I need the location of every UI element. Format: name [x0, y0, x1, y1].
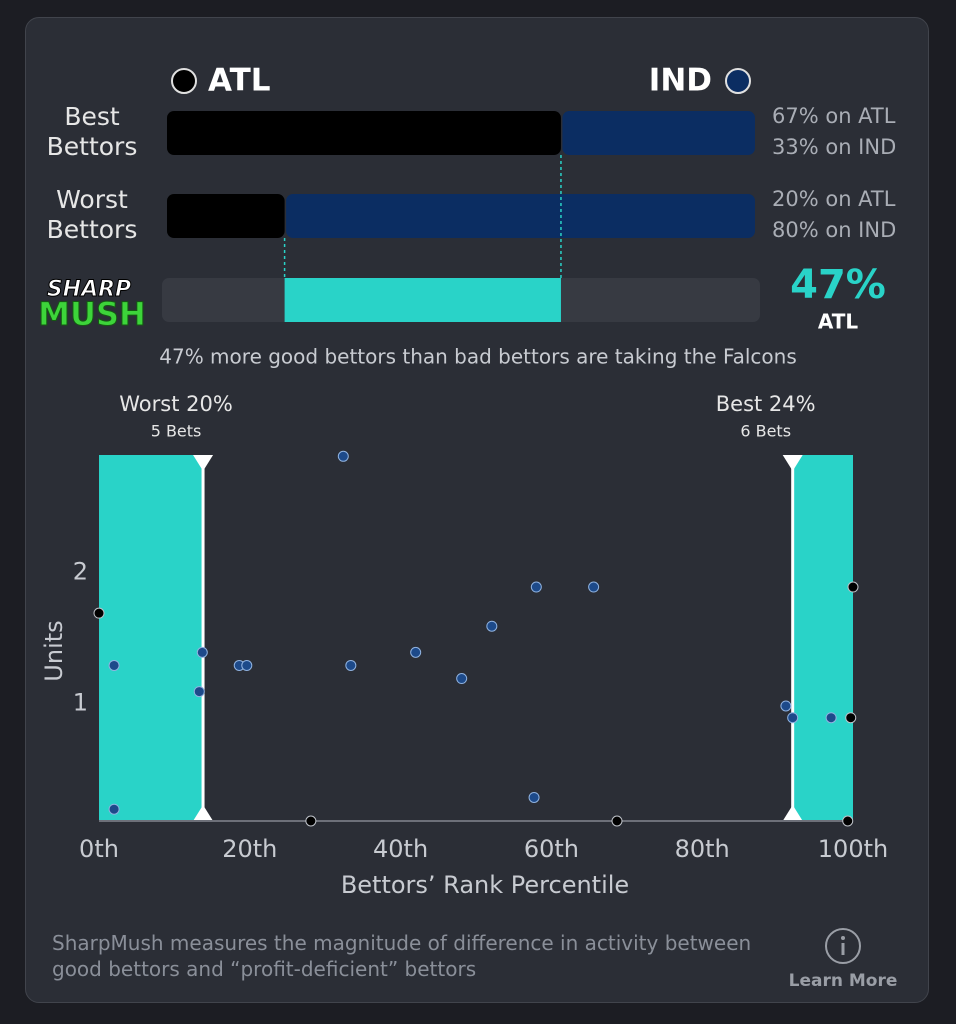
- point: [787, 712, 799, 724]
- bar-segment: [167, 194, 285, 238]
- region-label: Worst 20%: [119, 392, 233, 416]
- x-tick-label: 80th: [675, 835, 730, 863]
- region-handle: [782, 455, 803, 471]
- x-tick-label: 0th: [79, 835, 119, 863]
- point: [847, 581, 859, 593]
- point: [486, 620, 498, 632]
- team-dot: [171, 68, 197, 94]
- bar-segment: [562, 111, 755, 155]
- point: [93, 607, 105, 619]
- subtitle: 47% more good bettors than bad bettors a…: [159, 345, 797, 369]
- region-handle: [193, 805, 214, 821]
- point: [337, 450, 349, 462]
- point: [528, 791, 540, 803]
- category-label: Worst Bettors: [46, 185, 138, 244]
- x-tick-label: 40th: [373, 835, 428, 863]
- info-icon[interactable]: [825, 928, 861, 964]
- x-tick-label: 60th: [524, 835, 579, 863]
- bar-segment: [286, 194, 755, 238]
- point: [530, 581, 542, 593]
- y-tick-label: 1: [73, 688, 88, 716]
- team-dot: [725, 68, 751, 94]
- point: [611, 815, 623, 827]
- value-label: 20% on ATL: [772, 187, 896, 211]
- y-axis-title: Units: [40, 620, 68, 681]
- bar-segment: [167, 111, 561, 155]
- region-sublabel: 5 Bets: [151, 422, 202, 441]
- footer-note: SharpMush measures the magnitude of diff…: [52, 931, 752, 981]
- value-label: 67% on ATL: [772, 104, 896, 128]
- point: [193, 686, 205, 698]
- difference-bar: [284, 278, 561, 322]
- value-label: 80% on IND: [772, 218, 896, 242]
- region: [99, 455, 204, 821]
- point: [345, 659, 357, 671]
- x-tick-label: 100th: [818, 835, 888, 863]
- category-label: Best Bettors: [46, 102, 138, 161]
- region-handle: [782, 805, 803, 821]
- point: [108, 803, 120, 815]
- x-axis-title: Bettors’ Rank Percentile: [341, 871, 629, 899]
- point: [108, 659, 120, 671]
- region-sublabel: 6 Bets: [740, 422, 791, 441]
- point: [845, 712, 857, 724]
- team-label: IND: [649, 63, 712, 99]
- learn-more[interactable]: Learn More: [789, 971, 898, 991]
- point: [196, 646, 208, 658]
- point: [305, 815, 317, 827]
- point: [410, 646, 422, 658]
- info-dot: [841, 936, 845, 940]
- y-tick-label: 2: [73, 558, 88, 586]
- value-label: 33% on IND: [772, 135, 896, 159]
- point: [456, 673, 468, 685]
- team-label: ATL: [208, 63, 270, 99]
- difference-team: ATL: [818, 310, 859, 334]
- region: [792, 455, 853, 821]
- logo-top: SHARP: [47, 277, 131, 302]
- x-tick-label: 20th: [222, 835, 277, 863]
- point: [588, 581, 600, 593]
- point: [825, 712, 837, 724]
- logo-bottom: MUSH: [38, 295, 146, 333]
- point: [780, 700, 792, 712]
- point: [241, 659, 253, 671]
- difference-label: 47%: [790, 262, 886, 308]
- point: [842, 815, 854, 827]
- region-label: Best 24%: [716, 392, 816, 416]
- region-handle: [193, 455, 214, 471]
